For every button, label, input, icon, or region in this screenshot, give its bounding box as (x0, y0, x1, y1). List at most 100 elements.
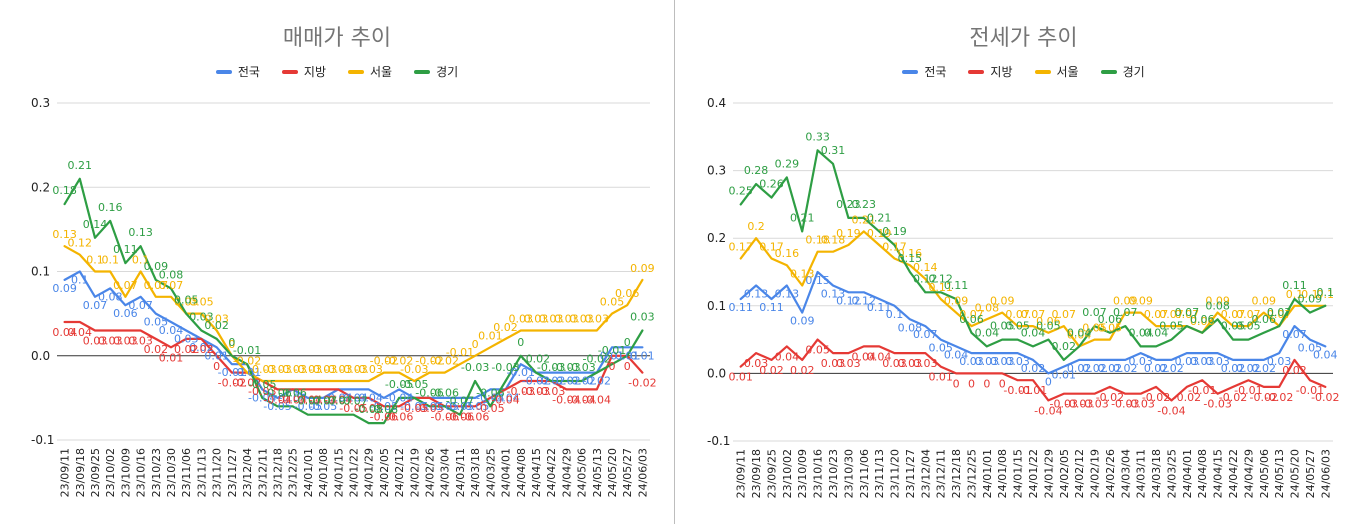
data-label: 0.07 (1236, 308, 1261, 321)
data-label: 0.17 (882, 240, 907, 253)
x-tick-label: 24/03/11 (454, 448, 467, 497)
x-tick-label: 24/03/25 (484, 448, 497, 497)
x-tick-label: 23/11/06 (858, 449, 871, 498)
data-label: 0.02 (1052, 340, 1077, 353)
series-line (739, 149, 1327, 361)
x-tick-label: 23/10/02 (104, 448, 117, 497)
data-label: 0.11 (944, 279, 969, 292)
data-label: 0.09 (990, 295, 1015, 308)
data-label: 0.1 (886, 308, 904, 321)
data-label: -0.05 (370, 400, 398, 413)
y-tick-label: 0.0 (707, 366, 726, 380)
data-label: 0.16 (98, 201, 123, 214)
x-tick-label: 23/12/11 (935, 449, 948, 498)
data-label: 0.03 (113, 334, 138, 347)
data-label: 0.33 (805, 130, 830, 143)
x-tick-label: 23/09/11 (735, 449, 748, 498)
data-label: 0.13 (52, 228, 77, 241)
data-label: 0 (213, 360, 220, 373)
data-label: 0.07 (1175, 308, 1200, 321)
data-label: 0.09 (52, 282, 77, 295)
x-tick-label: 24/01/01 (981, 449, 994, 498)
series-line (63, 177, 644, 425)
data-label: 0.09 (1113, 295, 1138, 308)
data-label: 0.03 (539, 312, 564, 325)
x-tick-label: 23/10/16 (135, 448, 148, 497)
legend-swatch (1034, 69, 1051, 74)
x-tick-label: 23/12/18 (271, 448, 284, 497)
data-label: 0.1 (71, 274, 89, 287)
chart-legend: 전국 지방 서울 경기 (675, 63, 1372, 80)
data-label: 0 (1045, 375, 1052, 388)
data-label: 0 (472, 338, 479, 351)
data-label: 0.04 (1313, 348, 1338, 361)
data-label: -0.05 (400, 402, 428, 415)
data-label: 0.03 (174, 332, 199, 345)
data-label: 0.18 (52, 184, 77, 197)
data-label: 0.29 (775, 157, 800, 170)
x-tick-label: 23/11/27 (226, 448, 239, 497)
data-label: 0.05 (144, 316, 169, 329)
data-label: 0.05 (1005, 320, 1030, 333)
data-label: 0.16 (898, 247, 923, 260)
data-label: -0.03 (461, 361, 489, 374)
data-label: 0.02 (790, 364, 815, 377)
data-label: 0.03 (836, 357, 861, 370)
data-label: -0.02 (233, 355, 261, 368)
x-tick-label: 24/04/01 (500, 448, 513, 497)
x-tick-label: 24/01/22 (1027, 449, 1040, 498)
data-label: -0.04 (567, 393, 595, 406)
data-label: -0.02 (552, 375, 580, 388)
legend-label: 전국 (237, 65, 260, 79)
x-tick-label: 23/11/13 (873, 449, 886, 498)
x-tick-label: 24/02/26 (424, 448, 437, 497)
data-label: -0.04 (354, 391, 382, 404)
data-label: -0.04 (339, 391, 367, 404)
data-label: 0.14 (83, 218, 108, 231)
data-label: -0.03 (1050, 398, 1078, 411)
data-label: -0.02 (1173, 391, 1201, 404)
x-tick-label: 24/01/22 (348, 448, 361, 497)
data-label: -0.04 (583, 393, 611, 406)
data-label: 0.17 (759, 240, 784, 253)
data-label: 0.23 (836, 198, 861, 211)
x-tick-label: 23/10/30 (165, 448, 178, 497)
legend-label: 서울 (1056, 65, 1079, 79)
data-label: 0.06 (1098, 313, 1123, 326)
data-label: 0.06 (1190, 313, 1215, 326)
data-label: -0.07 (294, 395, 322, 408)
data-label: -0.04 (385, 391, 413, 404)
x-tick-label: 24/03/18 (469, 448, 482, 497)
data-label: -0.03 (324, 363, 352, 376)
data-label: 0.02 (189, 341, 214, 354)
data-label: 0.07 (913, 328, 938, 341)
x-tick-label: 24/03/18 (1150, 449, 1163, 498)
data-label: -0.07 (324, 395, 352, 408)
data-label: -0.02 (567, 375, 595, 388)
sale-price-chart-panel: 매매가 추이 전국 지방 서울 경기 0.3 0.2 0.1 0.0 -0.1 23/09… (0, 0, 674, 524)
data-label: 0.13 (775, 288, 800, 301)
data-label: -0.04 (1034, 404, 1062, 417)
legend-item-gyeonggi: 경기 (1100, 63, 1145, 80)
data-label: 0.14 (913, 261, 938, 274)
data-label: 0.04 (1021, 326, 1046, 339)
data-label: -0.01 (233, 366, 261, 379)
x-tick-label: 23/10/09 (796, 449, 809, 498)
data-label: 0.11 (113, 243, 138, 256)
data-label: -0.01 (233, 344, 261, 357)
data-label: 0.03 (1267, 355, 1292, 368)
legend-item-gyeonggi: 경기 (414, 63, 458, 80)
x-tick-label: 24/04/29 (560, 448, 573, 497)
x-tick-label: 24/01/15 (1012, 449, 1025, 498)
data-label: 0.07 (113, 279, 138, 292)
x-tick-label: 24/02/26 (1104, 449, 1117, 498)
x-tick-label: 23/12/25 (287, 448, 300, 497)
data-label: -0.02 (1250, 391, 1278, 404)
data-label: -0.04 (1157, 404, 1185, 417)
data-label: -0.01 (218, 366, 246, 379)
data-label: 0.08 (898, 321, 923, 334)
x-tick-label: 24/01/08 (996, 449, 1009, 498)
x-tick-label: 23/12/25 (965, 449, 978, 498)
data-label: -0.04 (278, 391, 306, 404)
data-label: 0.07 (1267, 308, 1292, 321)
